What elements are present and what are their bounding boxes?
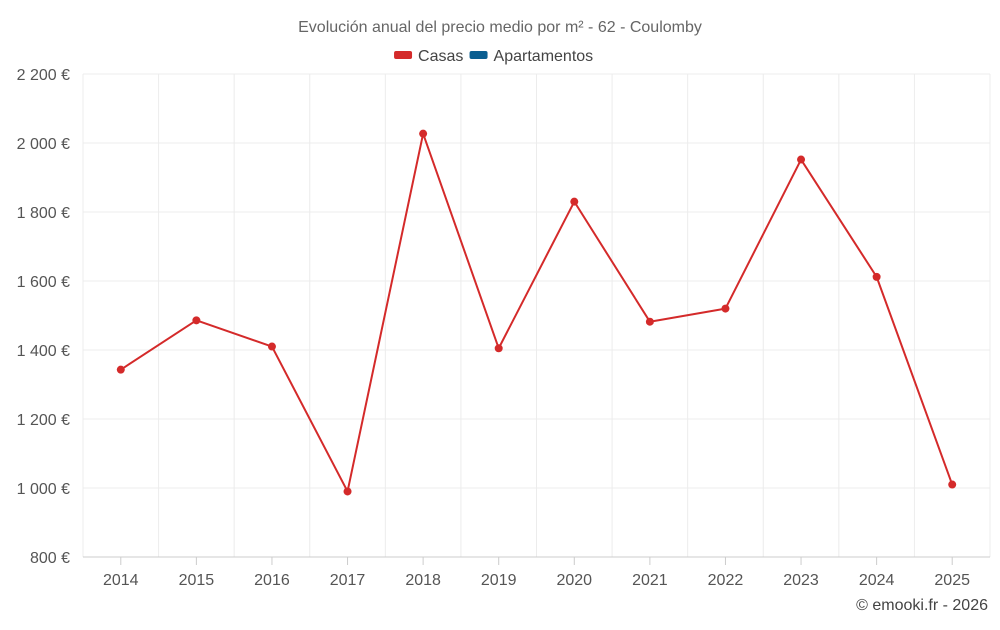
y-tick-label: 1 800 € xyxy=(17,205,70,222)
data-point[interactable] xyxy=(494,344,503,353)
data-point[interactable] xyxy=(797,155,806,164)
data-point[interactable] xyxy=(343,487,352,496)
grid-layer xyxy=(82,73,991,557)
credit-text: © emooki.fr - 2026 xyxy=(856,597,988,614)
x-tick-label: 2018 xyxy=(405,572,441,589)
legend-label[interactable]: Casas xyxy=(418,48,463,65)
data-point[interactable] xyxy=(267,342,276,351)
data-point[interactable] xyxy=(721,304,730,313)
x-tick-label: 2016 xyxy=(254,572,290,589)
data-point[interactable] xyxy=(116,365,125,374)
y-tick-label: 1 400 € xyxy=(17,343,70,360)
data-point[interactable] xyxy=(419,129,428,138)
y-tick-label: 2 000 € xyxy=(17,136,70,153)
data-point[interactable] xyxy=(948,480,957,489)
chart-title: Evolución anual del precio medio por m² … xyxy=(298,19,702,36)
x-tick-label: 2022 xyxy=(708,572,744,589)
x-tick-label: 2014 xyxy=(103,572,139,589)
data-point[interactable] xyxy=(192,316,201,325)
x-tick-label: 2020 xyxy=(556,572,592,589)
axis-layer: 800 € 1 000 € 1 200 € 1 400 € 1 600 € 1 800 €… xyxy=(17,67,990,589)
data-point[interactable] xyxy=(645,317,654,326)
y-tick-label: 1 600 € xyxy=(17,274,70,291)
x-tick-label: 2023 xyxy=(783,572,819,589)
y-tick-label: 1 000 € xyxy=(17,481,70,498)
x-tick-label: 2017 xyxy=(330,572,366,589)
y-tick-label: 1 200 € xyxy=(17,412,70,429)
data-point[interactable] xyxy=(872,272,881,281)
x-tick-label: 2021 xyxy=(632,572,668,589)
data-point[interactable] xyxy=(570,197,579,206)
legend-swatch[interactable] xyxy=(469,51,488,59)
x-tick-label: 2015 xyxy=(179,572,215,589)
legend: Casas Apartamentos xyxy=(394,48,593,65)
x-tick-label: 2024 xyxy=(859,572,895,589)
x-tick-label: 2025 xyxy=(934,572,970,589)
legend-label[interactable]: Apartamentos xyxy=(494,48,594,65)
series-layer xyxy=(116,129,957,496)
legend-swatch[interactable] xyxy=(394,51,413,59)
y-tick-label: 800 € xyxy=(30,550,70,567)
series-line xyxy=(120,132,954,493)
y-tick-label: 2 200 € xyxy=(17,67,70,84)
x-tick-label: 2019 xyxy=(481,572,517,589)
